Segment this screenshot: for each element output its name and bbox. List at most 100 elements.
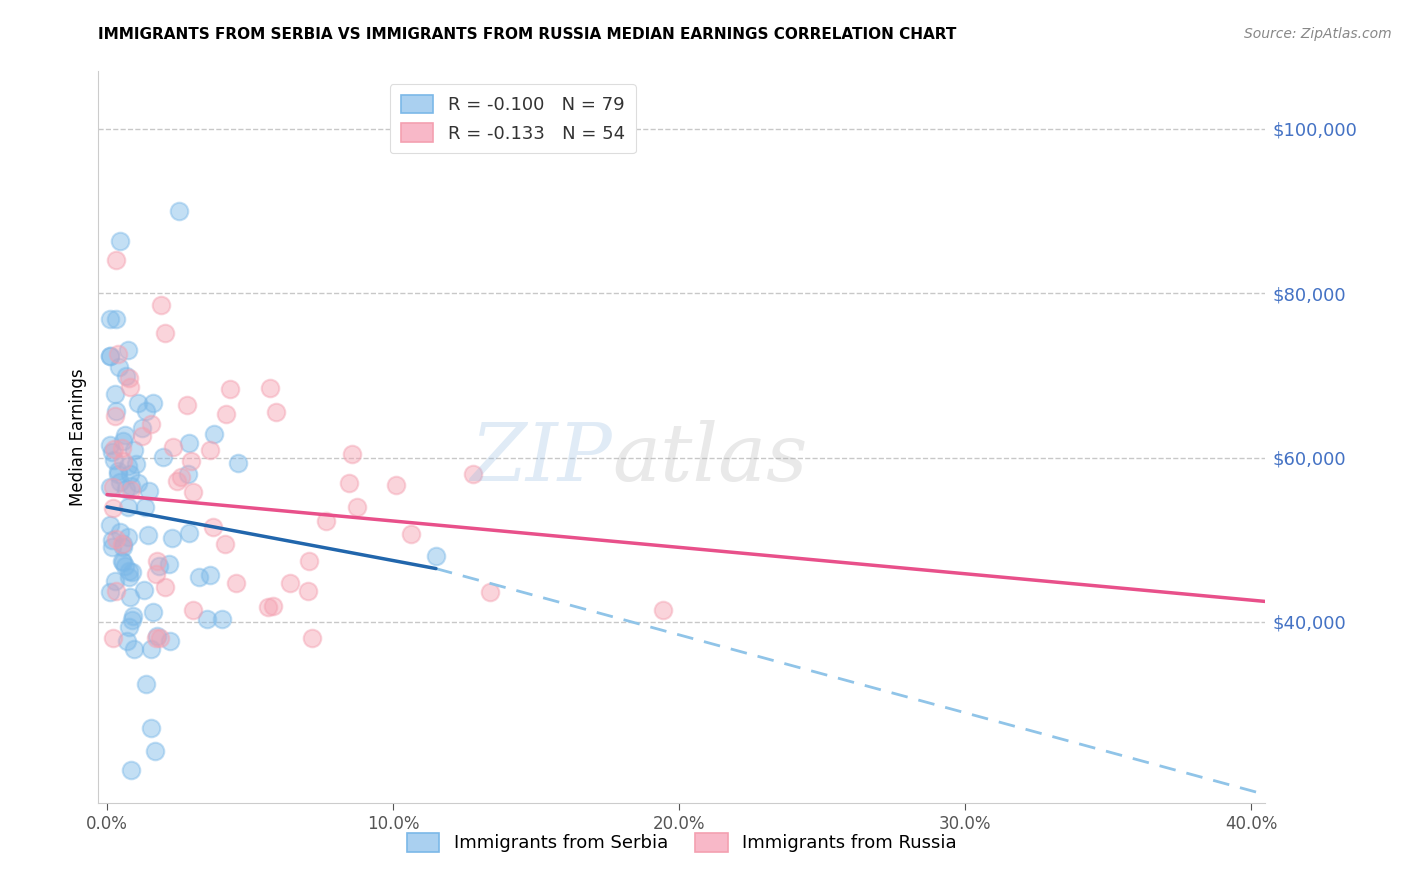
Point	[104, 253, 127, 268]
Point	[107, 464, 129, 478]
Point	[142, 396, 165, 410]
Point	[105, 403, 128, 417]
Point	[103, 453, 125, 467]
Point	[98, 312, 121, 326]
Point	[111, 553, 134, 567]
Point	[115, 633, 138, 648]
Text: ZIP: ZIP	[470, 420, 612, 498]
Point	[121, 565, 143, 579]
Point	[108, 475, 131, 489]
Point	[120, 763, 142, 777]
Point	[120, 483, 142, 498]
Point	[226, 456, 249, 470]
Point	[117, 530, 139, 544]
Point	[111, 454, 134, 468]
Point	[108, 525, 131, 540]
Point	[101, 540, 124, 554]
Point	[153, 580, 176, 594]
Point	[162, 440, 184, 454]
Point	[139, 642, 162, 657]
Point	[219, 382, 242, 396]
Point	[340, 447, 363, 461]
Point	[214, 407, 236, 421]
Point	[131, 420, 153, 434]
Legend: Immigrants from Serbia, Immigrants from Russia: Immigrants from Serbia, Immigrants from …	[399, 826, 965, 860]
Point	[149, 632, 172, 646]
Point	[98, 585, 121, 599]
Point	[125, 458, 148, 472]
Point	[146, 629, 169, 643]
Point	[101, 533, 124, 547]
Point	[98, 349, 121, 363]
Point	[104, 574, 127, 589]
Point	[152, 450, 174, 464]
Point	[155, 326, 177, 340]
Point	[121, 609, 143, 624]
Point	[176, 399, 198, 413]
Point	[135, 404, 157, 418]
Point	[211, 612, 233, 626]
Text: Source: ZipAtlas.com: Source: ZipAtlas.com	[1244, 27, 1392, 41]
Point	[98, 518, 121, 533]
Text: IMMIGRANTS FROM SERBIA VS IMMIGRANTS FROM RUSSIA MEDIAN EARNINGS CORRELATION CHA: IMMIGRANTS FROM SERBIA VS IMMIGRANTS FRO…	[98, 27, 957, 42]
Point	[202, 520, 225, 534]
Point	[101, 500, 124, 515]
Point	[170, 470, 193, 484]
Text: atlas: atlas	[612, 420, 807, 498]
Point	[180, 454, 202, 468]
Point	[339, 476, 361, 491]
Point	[256, 600, 278, 615]
Point	[181, 603, 204, 617]
Point	[120, 380, 142, 394]
Y-axis label: Median Earnings: Median Earnings	[69, 368, 87, 506]
Point	[159, 634, 181, 648]
Point	[214, 537, 236, 551]
Point	[121, 614, 143, 628]
Point	[187, 570, 209, 584]
Point	[425, 549, 447, 564]
Point	[150, 298, 173, 312]
Point	[115, 482, 138, 496]
Point	[259, 381, 281, 395]
Point	[479, 584, 502, 599]
Point	[278, 576, 301, 591]
Point	[124, 641, 146, 656]
Point	[148, 559, 170, 574]
Point	[104, 312, 127, 326]
Point	[122, 442, 145, 457]
Point	[145, 554, 167, 568]
Point	[384, 478, 406, 492]
Point	[301, 632, 323, 646]
Point	[159, 557, 181, 571]
Point	[98, 438, 121, 452]
Point	[114, 428, 136, 442]
Point	[98, 350, 121, 364]
Point	[135, 677, 157, 691]
Point	[117, 343, 139, 357]
Point	[120, 467, 142, 481]
Point	[202, 427, 225, 442]
Point	[103, 442, 125, 456]
Point	[399, 527, 422, 541]
Point	[131, 428, 153, 442]
Point	[101, 480, 124, 494]
Point	[118, 564, 141, 578]
Point	[225, 575, 247, 590]
Point	[177, 467, 200, 481]
Point	[461, 467, 484, 481]
Point	[107, 360, 129, 375]
Point	[104, 409, 127, 423]
Point	[117, 500, 139, 514]
Point	[127, 475, 149, 490]
Point	[298, 553, 321, 567]
Point	[200, 443, 222, 458]
Point	[139, 722, 162, 736]
Point	[108, 235, 131, 249]
Point	[179, 435, 201, 450]
Point	[114, 558, 136, 573]
Point	[120, 479, 142, 493]
Point	[181, 484, 204, 499]
Point	[198, 567, 221, 582]
Point	[105, 532, 128, 546]
Point	[138, 483, 160, 498]
